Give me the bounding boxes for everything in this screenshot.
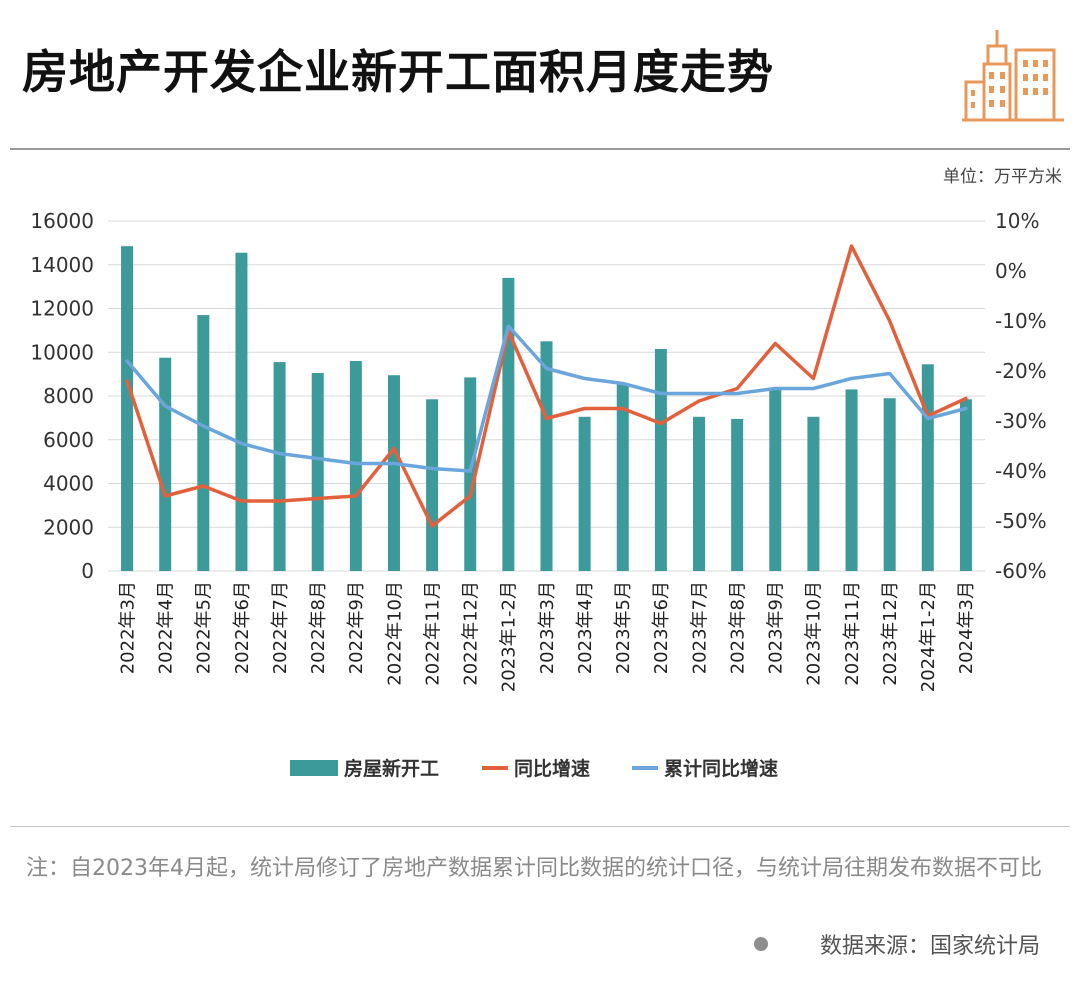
bar: [387, 375, 400, 571]
x-tick-label: 2022年9月: [346, 581, 367, 674]
bar: [693, 416, 706, 571]
unit-label: 单位：万平方米: [943, 167, 1062, 187]
bar: [654, 348, 667, 571]
left-tick-label: 14000: [30, 253, 94, 277]
legend-label: 同比增速: [514, 757, 590, 780]
x-tick-label: 2023年12月: [880, 581, 901, 686]
x-tick-label: 2022年11月: [422, 581, 443, 686]
bar: [273, 362, 286, 571]
left-tick-label: 10000: [30, 340, 94, 364]
bar: [845, 389, 858, 571]
bar: [959, 399, 972, 571]
x-tick-label: 2022年7月: [270, 581, 291, 674]
x-tick-label: 2022年4月: [155, 581, 176, 674]
source-label: 数据来源：国家统计局: [819, 934, 1040, 959]
bar: [502, 277, 515, 571]
x-tick-label: 2023年5月: [613, 581, 634, 674]
cumulative-line: [125, 324, 968, 473]
bar: [464, 377, 477, 571]
x-tick-label: 2023年11月: [842, 581, 863, 686]
combo-chart: 0 2000 4000 6000 8000 10000 12000 14000 16000 -60…: [30, 209, 1047, 780]
left-tick-label: 0: [81, 559, 94, 583]
bar: [578, 416, 591, 571]
bar: [311, 373, 324, 571]
right-tick-label: -50%: [995, 509, 1047, 533]
right-tick-label: -20%: [995, 359, 1047, 383]
legend-label: 累计同比增速: [664, 757, 778, 780]
source-line: 数据来源：国家统计局: [753, 928, 1040, 960]
x-tick-label: 2022年12月: [461, 581, 482, 686]
x-tick-label: 2023年4月: [575, 581, 596, 674]
yoy-line: [125, 244, 968, 528]
x-tick-label: 2023年8月: [727, 581, 748, 674]
bar: [769, 389, 782, 571]
bar: [349, 361, 362, 571]
buildings-icon: [962, 30, 1064, 122]
bullet-icon: [753, 937, 768, 951]
bar: [883, 398, 896, 571]
x-tick-label: 2023年9月: [766, 581, 787, 674]
bar: [235, 252, 248, 571]
left-tick-label: 6000: [43, 428, 94, 452]
left-tick-label: 8000: [43, 384, 94, 408]
x-tick-label: 2023年1-2月: [499, 581, 520, 692]
x-tick-label: 2023年3月: [537, 581, 558, 674]
chart-title: 房地产开发企业新开工面积月度走势: [22, 45, 774, 99]
x-tick-label: 2023年10月: [804, 581, 825, 686]
right-tick-label: -40%: [995, 459, 1047, 483]
x-tick-label: 2022年6月: [232, 581, 253, 674]
left-tick-label: 2000: [43, 515, 94, 539]
bar: [159, 357, 172, 571]
right-tick-label: -10%: [995, 309, 1047, 333]
footer-divider: [10, 826, 1070, 827]
x-tick-label: 2022年5月: [194, 581, 215, 674]
left-tick-label: 4000: [43, 472, 94, 496]
header-divider: [10, 148, 1070, 150]
bar: [121, 246, 134, 571]
legend-swatch: [290, 760, 338, 776]
bar: [197, 315, 210, 571]
x-tick-label: 2023年7月: [689, 581, 710, 674]
footnote: 注：自2023年4月起，统计局修订了房地产数据累计同比数据的统计口径，与统计局往…: [26, 856, 1042, 881]
bar: [921, 364, 934, 571]
x-tick-label: 2023年6月: [651, 581, 672, 674]
right-tick-label: -60%: [995, 559, 1047, 583]
x-tick-label: 2022年10月: [384, 581, 405, 686]
x-tick-label: 2022年3月: [117, 581, 138, 674]
bar: [731, 418, 744, 571]
right-tick-label: 10%: [995, 209, 1039, 233]
bar: [426, 399, 439, 571]
bar: [807, 416, 820, 571]
left-tick-label: 12000: [30, 297, 94, 321]
right-tick-label: 0%: [995, 259, 1027, 283]
left-tick-label: 16000: [30, 209, 94, 233]
x-tick-label: 2024年3月: [956, 581, 977, 674]
bar: [540, 341, 553, 571]
x-tick-label: 2024年1-2月: [918, 581, 939, 692]
legend-label: 房屋新开工: [344, 757, 439, 780]
right-tick-label: -30%: [995, 409, 1047, 433]
bar: [616, 383, 629, 571]
x-tick-label: 2022年8月: [308, 581, 329, 674]
